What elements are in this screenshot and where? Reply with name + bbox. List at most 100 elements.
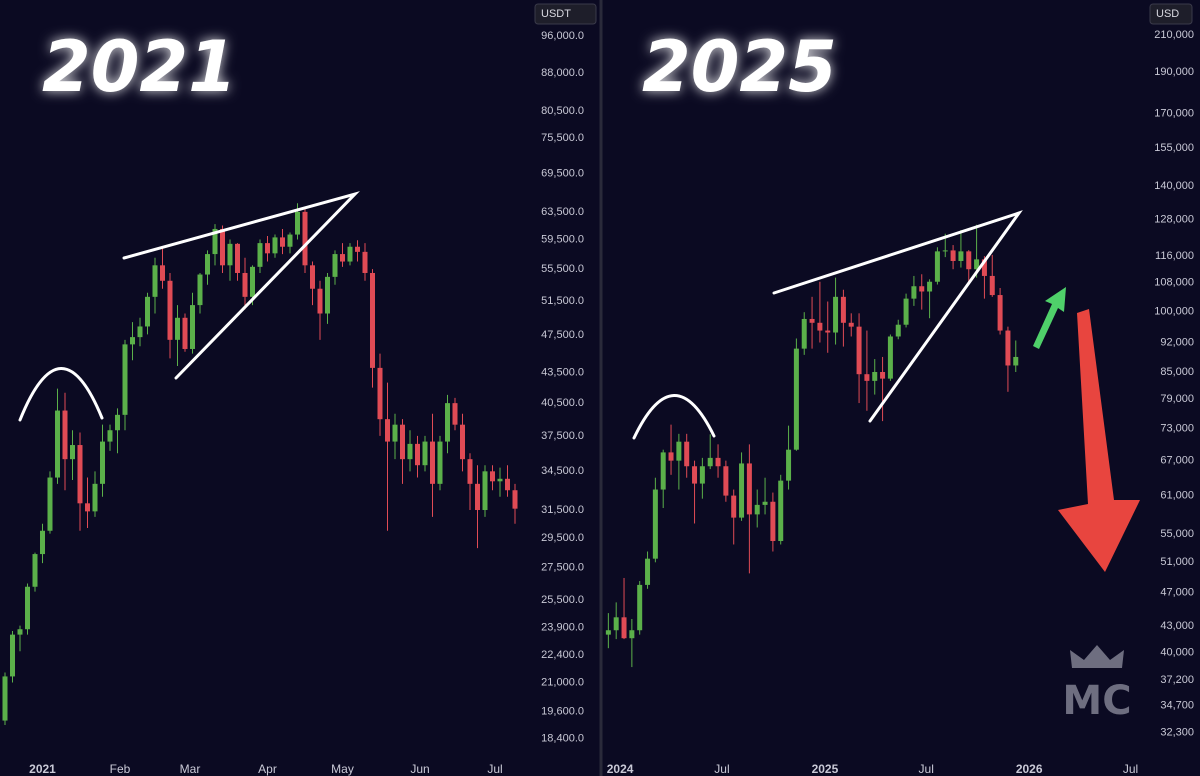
candle-body [167,280,173,340]
y-tick-label: 29,500.0 [541,532,584,544]
candle-body [377,367,383,420]
candle-body [182,317,188,349]
candle-body [370,272,375,368]
x-tick-label: Jul [919,762,934,776]
candle-body [385,419,390,442]
candle-body [152,265,158,297]
y-tick-label: 51,000 [1160,556,1194,568]
candle-body [190,305,195,349]
y-tick-label: 96,000.0 [541,30,584,42]
candle-body [257,243,263,267]
candle-body [160,265,165,281]
candle-body [919,286,925,292]
candle-body [175,317,180,340]
candle-body [762,501,768,505]
candle-body [723,466,729,496]
candle-body [32,554,38,587]
candle-body [974,259,980,270]
candle-body [100,441,105,484]
candle-body [392,424,398,442]
candle-body [25,586,30,630]
y-tick-label: 18,400.0 [541,733,584,745]
y-tick-label: 34,500.0 [541,465,584,477]
currency-label: USD [1156,8,1179,20]
x-tick-label: 2025 [812,762,839,776]
candle-body [872,371,878,381]
candle-body [825,330,831,333]
y-tick-label: 47,500.0 [541,329,584,341]
candle-body [85,503,90,512]
candle-body [295,211,300,235]
candle-body [942,250,948,252]
candle-body [70,445,75,460]
candle-body [437,441,443,484]
red-arrow [1058,309,1140,572]
green-arrow [1033,287,1066,349]
y-tick-label: 34,700 [1160,700,1194,712]
y-tick-label: 43,000 [1160,620,1194,632]
candle-body [107,430,113,442]
candle-body [864,374,870,381]
candle-body [317,288,323,314]
candle-body [950,250,956,261]
y-tick-label: 170,000 [1154,108,1194,120]
candle-body [637,584,643,631]
candle-body [302,211,308,266]
x-tick-label: Jul [714,762,729,776]
candle-body [55,410,60,478]
candle-body [505,478,510,491]
x-tick-label: May [331,762,354,776]
candle-body [668,452,674,461]
candle-body [817,322,823,331]
candle-body [77,445,83,504]
candle-body [340,254,345,262]
candle-body [355,246,360,252]
candle-body [699,466,705,484]
y-tick-label: 63,500.0 [541,206,584,218]
y-tick-label: 140,000 [1154,180,1194,192]
candle-body [407,443,413,460]
candle-body [40,530,45,555]
y-tick-label: 73,000 [1160,423,1194,435]
y-tick-label: 31,500.0 [541,504,584,516]
candle-body [287,234,293,247]
candle-body [1005,330,1011,366]
candle-body [966,251,972,270]
x-tick-label: 2021 [29,762,56,776]
y-tick-label: 37,200 [1160,674,1194,686]
candle-body [242,272,248,297]
candle-body [911,286,917,299]
candle-body [400,424,405,460]
candle-body [903,298,909,325]
candle-body [497,478,503,482]
arc-annotation [18,367,104,422]
y-tick-label: 116,000 [1155,250,1194,262]
y-tick-label: 75,500.0 [541,132,584,144]
candle-body [629,630,635,639]
y-tick-label: 27,500.0 [541,562,584,574]
y-tick-label: 51,500.0 [541,295,584,307]
candle-body [605,630,611,635]
y-tick-label: 22,400.0 [541,649,584,661]
arc-annotation [632,394,716,440]
y-tick-label: 190,000 [1154,66,1194,78]
wedge-annotation [772,210,1023,423]
y-tick-label: 37,500.0 [541,430,584,442]
chart-title: 2025 [642,26,837,108]
candle-body [676,441,682,461]
candle-body [1013,356,1019,366]
candle-body [660,452,666,490]
candle-body [250,266,255,297]
y-tick-label: 59,500.0 [541,233,584,245]
candle-body [10,634,15,677]
candle-body [332,254,338,277]
x-tick-label: Jul [487,762,502,776]
candle-body [880,371,886,379]
candle-body [809,318,815,323]
candle-body [958,251,964,261]
candle-body [205,254,210,275]
currency-label: USDT [541,8,571,20]
currency-box [534,3,597,25]
candle-body [347,246,353,262]
candle-body [460,424,465,460]
